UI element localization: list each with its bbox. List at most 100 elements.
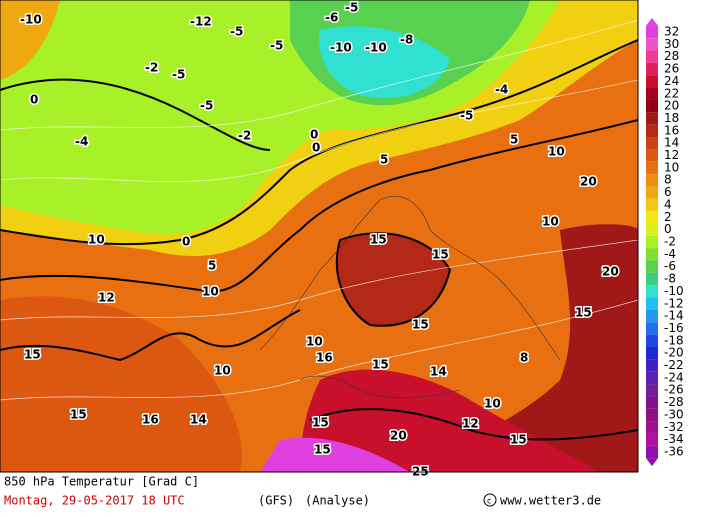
colorbar-label: -8 <box>664 272 676 286</box>
colorbar-swatch <box>646 359 658 372</box>
colorbar-label: 6 <box>664 185 672 199</box>
colorbar-label: -34 <box>664 432 684 446</box>
colorbar-label: 20 <box>664 99 679 113</box>
colorbar-label: -22 <box>664 358 684 372</box>
contour-label: -6 <box>325 11 338 25</box>
run: (Analyse) <box>305 494 370 508</box>
colorbar-swatch <box>646 347 658 360</box>
colorbar-label: 32 <box>664 25 679 39</box>
colorbar-swatch <box>646 309 658 323</box>
contour-label: 14 <box>190 413 207 427</box>
colorbar-swatch <box>646 50 658 63</box>
contour-label: -5 <box>460 109 473 123</box>
contour-label: 15 <box>575 306 592 320</box>
colorbar-swatch <box>646 322 658 335</box>
map: -10-5-10-5 -10-5-8-12 -6-5-2-5-40-2 005-5-4… <box>0 0 639 480</box>
contour-label: 15 <box>24 348 41 362</box>
colorbar-label: -6 <box>664 259 676 273</box>
colorbar-label: -12 <box>664 296 684 310</box>
contour-label: -4 <box>75 135 88 149</box>
contour-label: 10 <box>548 145 565 159</box>
colorbar-swatch <box>646 149 658 162</box>
colorbar-swatch <box>646 248 658 261</box>
zone-atlantic <box>0 296 242 472</box>
contour-label: -10 <box>330 41 352 55</box>
contour-label: -5 <box>345 1 358 15</box>
contour-label: 10 <box>542 215 559 229</box>
colorbar-swatch <box>646 186 658 199</box>
contour-label: 5 <box>510 133 518 147</box>
colorbar-swatch <box>646 285 658 298</box>
colorbar-label: 12 <box>664 148 679 162</box>
colorbar: 32302826242220181614121086420-2-4-6-8-10… <box>646 17 684 467</box>
contour-label: 12 <box>98 291 115 305</box>
colorbar-swatch <box>646 99 658 113</box>
contour-label: 20 <box>390 429 407 443</box>
colorbar-swatch <box>646 396 658 409</box>
colorbar-swatch <box>646 174 658 187</box>
contour-label: 16 <box>316 351 333 365</box>
contour-label: 8 <box>520 351 528 365</box>
copyright-c: c <box>487 497 491 506</box>
colorbar-swatch <box>646 223 658 236</box>
colorbar-label: -4 <box>664 247 676 261</box>
contour-label: 5 <box>208 259 216 273</box>
colorbar-label: -24 <box>664 370 684 384</box>
colorbar-label: 18 <box>664 111 679 125</box>
contour-label: 0 <box>30 93 38 107</box>
contour-label: 20 <box>580 175 597 189</box>
map-labels: -10-5-10-5 -10-5-8-12 -6-5-2-5-40-2 005-5-4… <box>19 0 621 480</box>
contour-label: 15 <box>312 416 329 430</box>
contour-label: 10 <box>484 397 501 411</box>
colorbar-swatch <box>646 421 658 434</box>
coastlines <box>259 195 561 398</box>
contour-label: -5 <box>172 68 185 82</box>
contour-label: 14 <box>430 365 447 379</box>
title: 850 hPa Temperatur [Grad C] <box>4 475 199 489</box>
colorbar-swatch <box>646 62 658 76</box>
contour-label: 15 <box>370 233 387 247</box>
colorbar-swatch <box>646 272 658 286</box>
colorbar-swatch <box>646 38 658 51</box>
zone-africa <box>260 437 410 472</box>
colorbar-label: -2 <box>664 235 676 249</box>
colorbar-label: 14 <box>664 136 679 150</box>
colorbar-label: 10 <box>664 160 679 174</box>
colorbar-cap-bottom <box>646 458 658 467</box>
contour-label: 0 <box>312 141 320 155</box>
colorbar-swatch <box>646 297 658 310</box>
copyright-icon <box>483 493 497 507</box>
colorbar-label: -30 <box>664 407 684 421</box>
model: (GFS) <box>258 494 294 508</box>
contour-label: -8 <box>400 33 413 47</box>
colorbar-label: 30 <box>664 37 679 51</box>
credit: www.wetter3.de <box>500 494 601 508</box>
colorbar-swatch <box>646 198 658 212</box>
colorbar-cap-top <box>646 17 658 26</box>
colorbar-label: 4 <box>664 197 672 211</box>
colorbar-label: -20 <box>664 346 684 360</box>
contour-label: 15 <box>412 318 429 332</box>
colorbar-label: 22 <box>664 86 679 100</box>
contour-label: -5 <box>230 25 243 39</box>
colorbar-label: -10 <box>664 284 684 298</box>
contour-label: -5 <box>270 39 283 53</box>
date: Montag, 29-05-2017 18 UTC <box>4 494 185 508</box>
colorbar-label: 28 <box>664 49 679 63</box>
colorbar-label: 26 <box>664 62 679 76</box>
contour-label: 15 <box>372 358 389 372</box>
colorbar-label: -32 <box>664 420 684 434</box>
colorbar-swatch <box>646 371 658 385</box>
colorbar-swatch <box>646 445 658 459</box>
contour-label: 0 <box>182 235 190 249</box>
colorbar-swatch <box>646 87 658 100</box>
contour-label: 15 <box>432 248 449 262</box>
contour-label: -2 <box>145 61 158 75</box>
colorbar-label: 2 <box>664 210 672 224</box>
isotherms <box>0 39 639 441</box>
colorbar-swatch <box>646 137 658 150</box>
map-frame <box>0 0 639 473</box>
colorbar-swatch <box>646 112 658 125</box>
contour-label: 10 <box>88 233 105 247</box>
